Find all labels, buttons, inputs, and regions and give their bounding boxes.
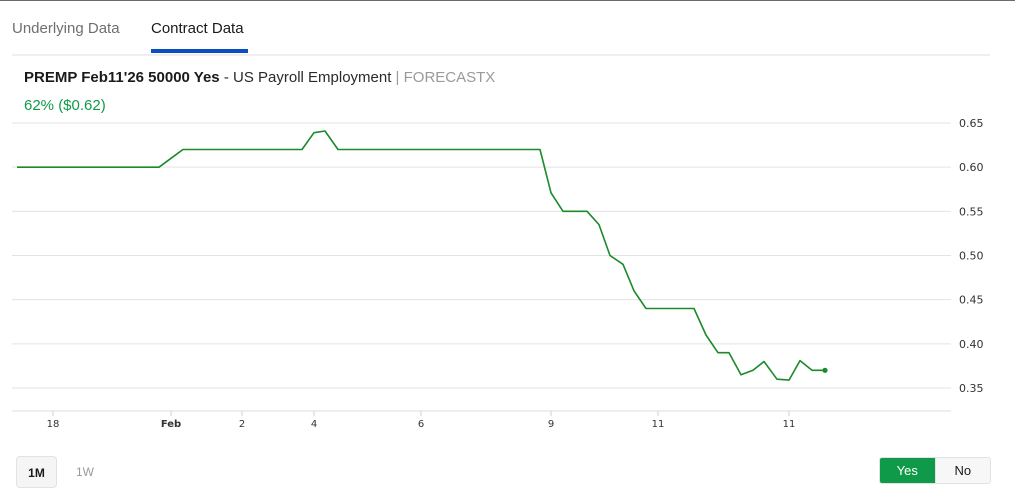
last-price-marker bbox=[822, 367, 828, 373]
range-1m-button[interactable]: 1M bbox=[16, 456, 57, 488]
no-button[interactable]: No bbox=[934, 458, 990, 483]
x-tick-label: 4 bbox=[311, 419, 317, 430]
x-tick-label: 9 bbox=[548, 419, 554, 430]
contract-source: | FORECASTX bbox=[391, 69, 496, 86]
active-tab-indicator bbox=[151, 49, 248, 53]
y-axis-labels: 0.65 0.60 0.55 0.50 0.45 0.40 0.35 bbox=[959, 117, 984, 395]
yes-button[interactable]: Yes bbox=[880, 458, 935, 483]
tab-underlying-data[interactable]: Underlying Data bbox=[12, 20, 120, 37]
x-tick-label: 2 bbox=[239, 419, 245, 430]
contract-symbol: PREMP Feb11'26 50000 Yes bbox=[24, 69, 220, 86]
y-tick-label: 0.45 bbox=[959, 294, 984, 307]
range-1w-button[interactable]: 1W bbox=[76, 465, 94, 479]
price-line bbox=[17, 130, 825, 381]
y-tick-label: 0.35 bbox=[959, 382, 984, 395]
x-tick-label: 18 bbox=[47, 419, 60, 430]
x-tick-label: 6 bbox=[418, 419, 424, 430]
y-tick-label: 0.60 bbox=[959, 161, 984, 174]
gridlines bbox=[12, 122, 951, 389]
x-axis-ticks: 18 Feb 2 4 6 9 11 11 bbox=[47, 411, 796, 430]
tab-contract-data[interactable]: Contract Data bbox=[151, 20, 244, 37]
y-tick-label: 0.50 bbox=[959, 250, 984, 263]
price-chart[interactable]: 0.65 0.60 0.55 0.50 0.45 0.40 0.35 18 Feb 2 4 6 9 11… bbox=[0, 1, 1015, 441]
x-tick-label: 11 bbox=[652, 419, 665, 430]
contract-title: PREMP Feb11'26 50000 Yes - US Payroll Em… bbox=[24, 69, 495, 86]
y-tick-label: 0.40 bbox=[959, 338, 984, 351]
yes-no-toggle: Yes No bbox=[879, 457, 991, 484]
contract-price: 62% ($0.62) bbox=[24, 97, 106, 114]
x-tick-label: 11 bbox=[783, 419, 796, 430]
tab-bar: Underlying Data Contract Data bbox=[12, 1, 990, 56]
contract-description: US Payroll Employment bbox=[233, 69, 392, 86]
x-tick-label: Feb bbox=[161, 419, 181, 430]
y-tick-label: 0.55 bbox=[959, 205, 984, 218]
title-separator: - bbox=[219, 69, 233, 86]
y-tick-label: 0.65 bbox=[959, 117, 984, 130]
